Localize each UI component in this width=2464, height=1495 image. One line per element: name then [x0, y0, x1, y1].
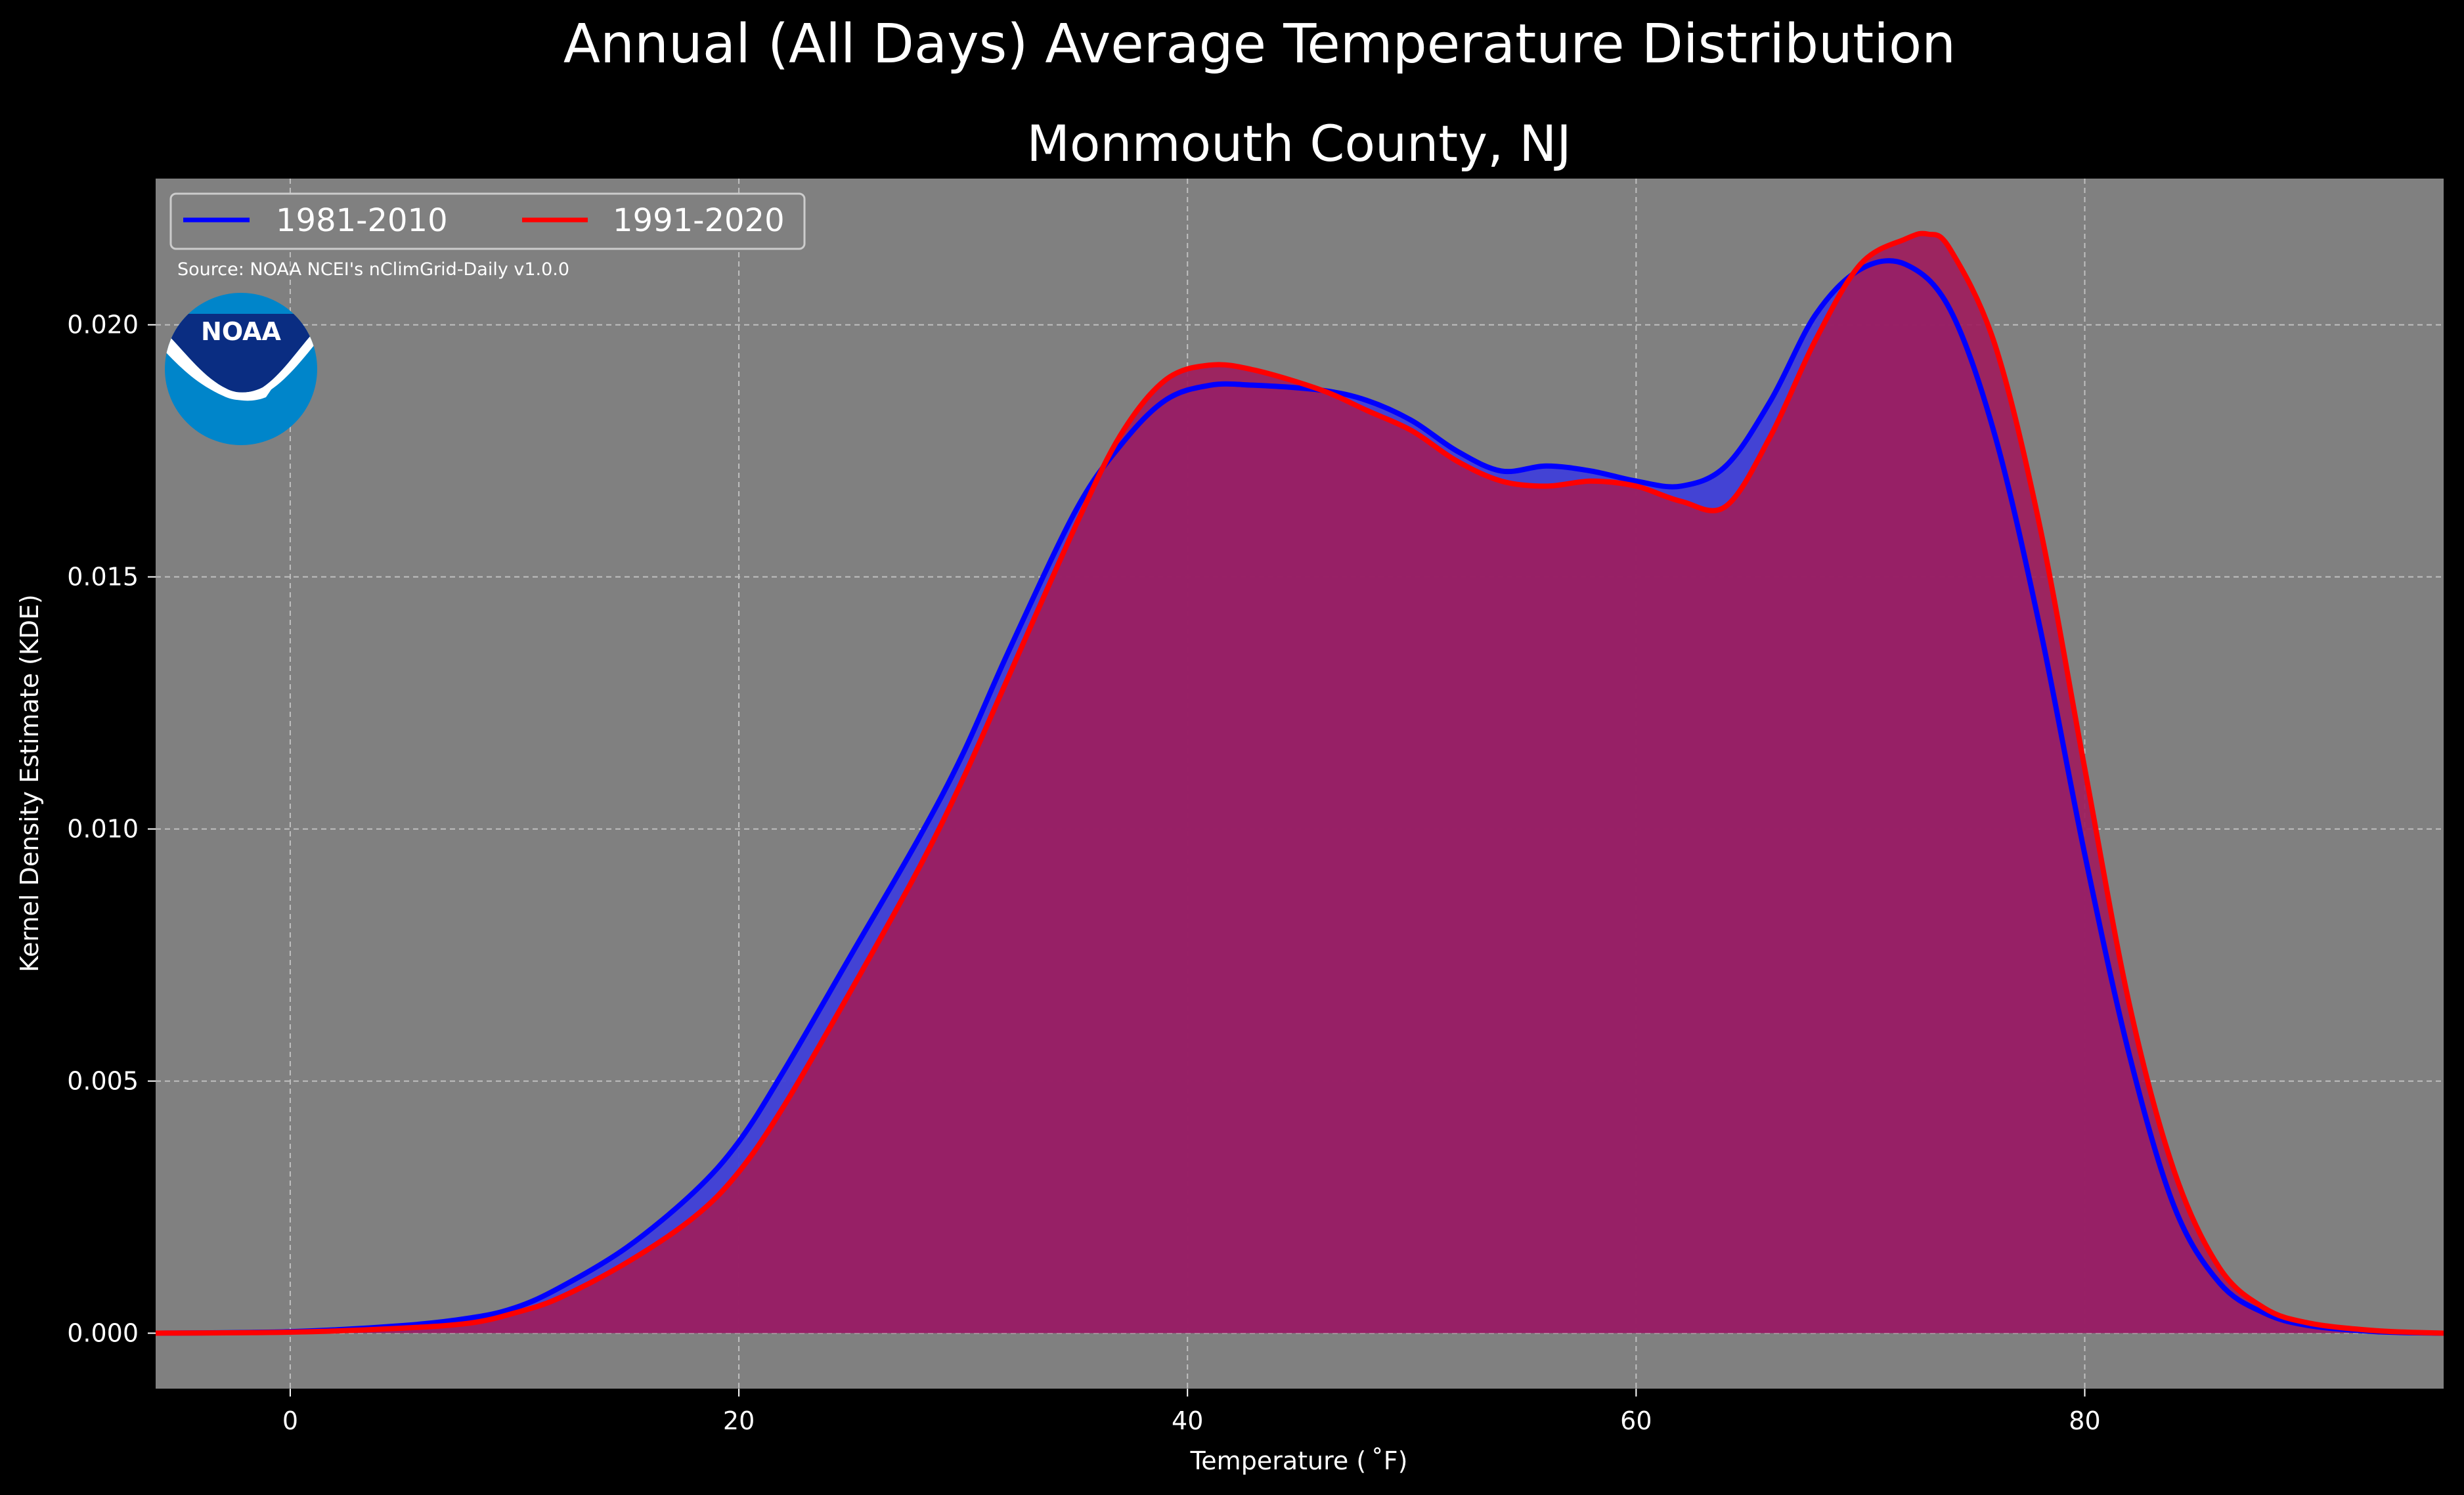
x-tick-label: 0: [282, 1406, 298, 1435]
series-line-1981-2010: [156, 258, 2444, 1336]
series-fill-1991-2020: [156, 233, 2444, 1333]
y-tick-label: 0.000: [67, 1319, 139, 1348]
y-axis-label: Kernel Density Estimate (KDE): [15, 594, 44, 972]
legend-label-1981-2010: 1981-2010: [276, 202, 448, 239]
x-tick-label: 80: [2069, 1406, 2100, 1435]
legend-box: [169, 192, 806, 250]
x-axis-label: Temperature ( ˚F): [1190, 1446, 1408, 1475]
logo-sky: [165, 314, 317, 393]
x-tick-label: 20: [723, 1406, 755, 1435]
x-tick-label: 60: [1620, 1406, 1652, 1435]
logo-text: NOAA: [201, 317, 281, 346]
series-line-1991-2020: [156, 230, 2444, 1336]
x-tick-label: 40: [1172, 1406, 1203, 1435]
chart-title: Annual (All Days) Average Temperature Di…: [563, 13, 1956, 76]
legend-label-1991-2020: 1991-2020: [613, 202, 785, 239]
y-tick-label: 0.015: [67, 563, 139, 592]
y-axis-ticks: 0.000 0.005 0.010 0.015 0.020: [67, 311, 156, 1348]
logo-bird: [217, 383, 276, 401]
y-tick-label: 0.010: [67, 815, 139, 844]
series-layer: [156, 230, 2444, 1336]
source-note: Source: NOAA NCEI's nClimGrid-Daily v1.0…: [177, 259, 569, 280]
x-axis-ticks: 0 20 40 60 80: [282, 1389, 2101, 1435]
chart-subtitle: Monmouth County, NJ: [1026, 114, 1571, 173]
y-tick-label: 0.020: [67, 311, 139, 339]
logo-wave: [165, 328, 317, 401]
legend: 1981-2010 1991-2020: [169, 192, 806, 250]
noaa-logo: NOAA: [165, 293, 317, 445]
y-tick-label: 0.005: [67, 1067, 139, 1096]
